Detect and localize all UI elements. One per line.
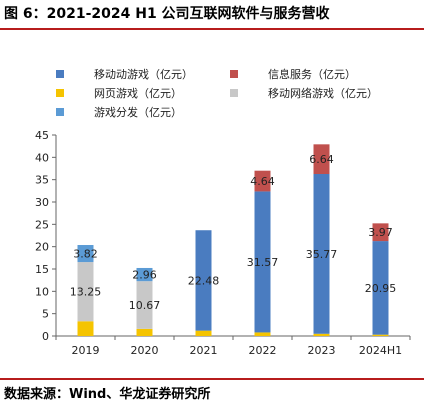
y-tick-label: 0 — [42, 330, 49, 343]
bar-segment-2022-s2 — [254, 332, 271, 336]
stacked-bar-chart: 移动动游戏（亿元） 信息服务（亿元） 网页游戏（亿元） 移动网络游戏（亿元） 游戏分发（… — [35, 67, 411, 357]
y-tick-label: 20 — [35, 241, 49, 254]
figure-title: 图 6：2021-2024 H1 公司互联网软件与服务营收 — [4, 6, 330, 22]
y-tick-label: 25 — [35, 218, 49, 231]
bar-segment-2021-s1 — [195, 230, 212, 331]
y-tick-label: 10 — [35, 285, 49, 298]
legend-label-3: 游戏分发（亿元） — [94, 105, 182, 119]
legend-swatch-4 — [230, 70, 238, 78]
top-rule — [0, 28, 424, 30]
legend-label-5: 移动网络游戏（亿元） — [268, 86, 378, 100]
bar-segment-2020-s2 — [136, 328, 153, 336]
y-tick-label: 15 — [35, 263, 49, 276]
data-label: 4.64 — [250, 175, 275, 188]
bar-segment-2024H1-s1 — [372, 241, 389, 335]
data-label: 31.57 — [247, 256, 279, 269]
x-tick-label: 2021 — [190, 344, 218, 357]
bar-segment-2019-s5 — [77, 262, 94, 322]
legend-swatch-3 — [56, 108, 64, 116]
x-tick-label: 2022 — [249, 344, 277, 357]
data-label: 3.82 — [73, 248, 98, 261]
bar-segment-2023-s4 — [313, 144, 330, 174]
data-label: 3.97 — [368, 226, 393, 239]
data-label: 35.77 — [306, 248, 338, 261]
bar-segment-2019-s2 — [77, 321, 94, 336]
legend-label-1: 移动动游戏（亿元） — [94, 68, 193, 81]
data-label: 13.25 — [70, 286, 102, 299]
bottom-rule — [0, 378, 424, 380]
x-tick-label: 2023 — [308, 344, 336, 357]
bar-segment-2023-s2 — [313, 333, 330, 336]
y-tick-label: 30 — [35, 196, 49, 209]
bar-segment-2019-s3 — [77, 245, 94, 263]
bar-segment-2022-s4 — [254, 170, 271, 192]
x-tick-label: 2024H1 — [359, 344, 402, 357]
y-tick-label: 5 — [42, 308, 49, 321]
data-label: 10.67 — [129, 299, 161, 312]
bar-segment-2024H1-s4 — [372, 223, 389, 242]
bar-segment-2021-s2 — [195, 330, 212, 336]
bar-segment-2020-s5 — [136, 281, 153, 329]
bar-segment-2024H1-s2 — [372, 334, 389, 336]
bar-segment-2020-s3 — [136, 267, 153, 282]
y-tick-label: 45 — [35, 129, 49, 142]
data-label: 20.95 — [365, 282, 397, 295]
source-note: 数据来源：Wind、华龙证券研究所 — [4, 387, 211, 402]
data-label: 2.96 — [132, 269, 157, 282]
bar-segment-2023-s1 — [313, 173, 330, 334]
data-label: 22.48 — [188, 274, 220, 287]
x-tick-label: 2020 — [131, 344, 159, 357]
legend-swatch-5 — [230, 89, 238, 97]
bar-segment-2022-s1 — [254, 191, 271, 333]
legend-swatch-1 — [56, 70, 64, 78]
y-tick-label: 40 — [35, 151, 49, 164]
legend-label-2: 网页游戏（亿元） — [94, 87, 182, 100]
x-tick-label: 2019 — [72, 344, 100, 357]
data-label: 6.64 — [309, 153, 334, 166]
legend-swatch-2 — [56, 89, 64, 97]
legend-label-4: 信息服务（亿元） — [268, 67, 356, 81]
y-tick-label: 35 — [35, 174, 49, 187]
